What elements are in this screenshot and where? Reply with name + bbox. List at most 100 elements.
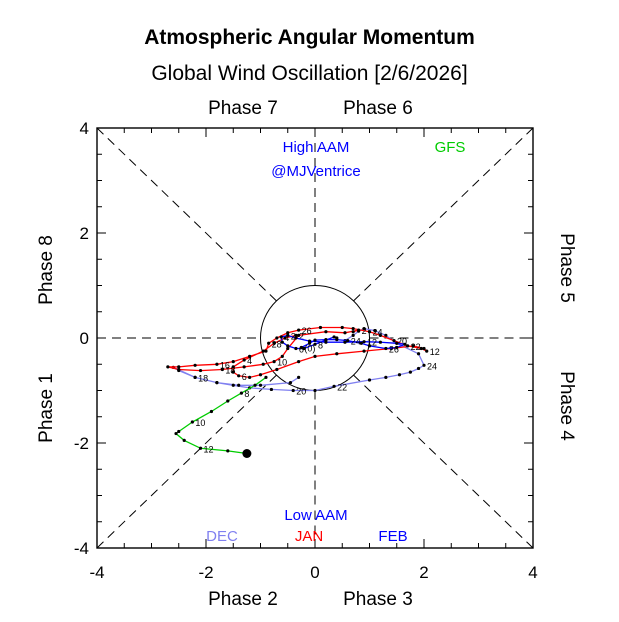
- guide-diagonal-se: [353, 374, 534, 549]
- series-point-jan: [220, 367, 224, 372]
- series-point-jan: [280, 354, 284, 358]
- day-label-jan: 28: [272, 339, 282, 349]
- series-point-jan: [294, 333, 298, 337]
- series-point-jan: [340, 325, 344, 330]
- series-point-jan: [242, 365, 246, 369]
- series-point-jan: [335, 352, 339, 356]
- day-label-dec: 22: [337, 382, 347, 392]
- series-point-jan: [237, 374, 241, 378]
- x-tick-label: 4: [528, 563, 537, 582]
- series-point-feb: [299, 345, 303, 350]
- series-point-gfs: [226, 449, 230, 453]
- series-point-jan: [272, 341, 276, 345]
- series-point-dec: [297, 375, 301, 379]
- series-line-feb: [280, 334, 406, 350]
- series-point-gfs: [253, 383, 257, 387]
- y-tick-label: -2: [74, 434, 89, 453]
- series-point-feb: [343, 340, 347, 344]
- guide-lines: [96, 127, 534, 549]
- series-point-dec: [215, 381, 219, 385]
- series-point-gfs: [177, 429, 181, 434]
- series-point-dec: [231, 383, 235, 387]
- series-point-dec: [313, 388, 317, 393]
- x-tick-label: 2: [419, 563, 428, 582]
- day-label-feb: 8: [318, 340, 323, 350]
- series-point-jan: [248, 375, 252, 379]
- series-point-jan: [318, 325, 323, 330]
- guide-diagonal-nw: [96, 127, 277, 302]
- series-point-dec: [416, 366, 421, 371]
- series-point-jan: [313, 354, 317, 358]
- series-point-dec: [258, 383, 263, 387]
- series-point-gfs: [174, 431, 178, 436]
- day-label-dec: 20: [296, 387, 306, 397]
- series-point-gfs: [198, 446, 203, 450]
- legend-dec: DEC: [206, 528, 238, 545]
- series-point-feb: [384, 346, 388, 351]
- series-point-feb: [313, 342, 317, 346]
- high-aam-label: High AAM: [283, 139, 350, 156]
- guide-diagonal-sw: [96, 374, 277, 549]
- x-tick-label: -4: [89, 563, 104, 582]
- low-aam-label: Low AAM: [284, 507, 347, 524]
- series-point-feb: [332, 335, 336, 339]
- phase-8-label: Phase 8: [36, 235, 57, 305]
- series-point-feb: [280, 340, 284, 344]
- series-point-jan: [215, 362, 219, 366]
- legend-jan: JAN: [295, 528, 323, 545]
- series-point-jan: [297, 360, 301, 364]
- day-label-jan: 22: [411, 342, 421, 352]
- series-point-feb: [367, 344, 372, 348]
- last-forecast-point: [242, 449, 252, 458]
- series-point-feb: [346, 339, 350, 343]
- series-point-jan: [231, 360, 235, 364]
- day-label-feb: 6: [299, 345, 304, 355]
- day-label-jan: 4: [247, 356, 252, 366]
- legend-feb: FEB: [378, 528, 407, 545]
- series-point-jan: [198, 368, 203, 373]
- day-label-feb: 12: [367, 338, 377, 348]
- day-label-jan: 16: [220, 360, 230, 370]
- series-point-feb: [286, 333, 290, 337]
- series-point-jan: [351, 330, 355, 334]
- gfs-label: GFS: [435, 139, 466, 156]
- series-point-jan: [258, 373, 263, 377]
- series-point-jan: [177, 365, 181, 369]
- series-point-jan: [166, 365, 170, 369]
- series-point-dec: [193, 375, 197, 379]
- series-point-feb: [335, 336, 339, 340]
- series-point-dec: [351, 333, 355, 337]
- series-point-feb: [395, 345, 399, 350]
- series-point-jan: [242, 358, 246, 362]
- series-point-jan: [411, 344, 415, 348]
- series-point-jan: [351, 326, 355, 331]
- series-point-feb: [294, 346, 298, 351]
- series-point-jan: [422, 346, 426, 351]
- series-point-jan: [275, 367, 279, 372]
- series-point-jan: [177, 367, 181, 372]
- day-label-dec: 24: [427, 361, 437, 371]
- chart-subtitle: Global Wind Oscillation [2/6/2026]: [151, 62, 468, 85]
- series-point-dec: [237, 383, 241, 387]
- series-point-feb: [286, 344, 290, 348]
- series-point-gfs: [190, 420, 194, 424]
- series-point-dec: [408, 370, 412, 374]
- day-label-jan: 20: [397, 337, 407, 347]
- series-point-jan: [419, 346, 423, 351]
- phase-7-label: Phase 7: [208, 98, 278, 119]
- series-point-dec: [362, 326, 366, 331]
- series-point-jan: [378, 333, 382, 337]
- series-line-gfs: [174, 376, 267, 455]
- day-label-jan: 12: [430, 347, 440, 357]
- series-point-feb: [324, 338, 328, 342]
- series-point-feb: [362, 340, 366, 344]
- series-point-gfs: [209, 409, 214, 414]
- x-tick-label: -2: [198, 563, 213, 582]
- series-point-feb: [395, 341, 399, 345]
- author-label: @MJVentrice: [271, 163, 360, 180]
- day-label-feb: 24: [351, 337, 361, 347]
- phase-6-label: Phase 6: [343, 98, 413, 119]
